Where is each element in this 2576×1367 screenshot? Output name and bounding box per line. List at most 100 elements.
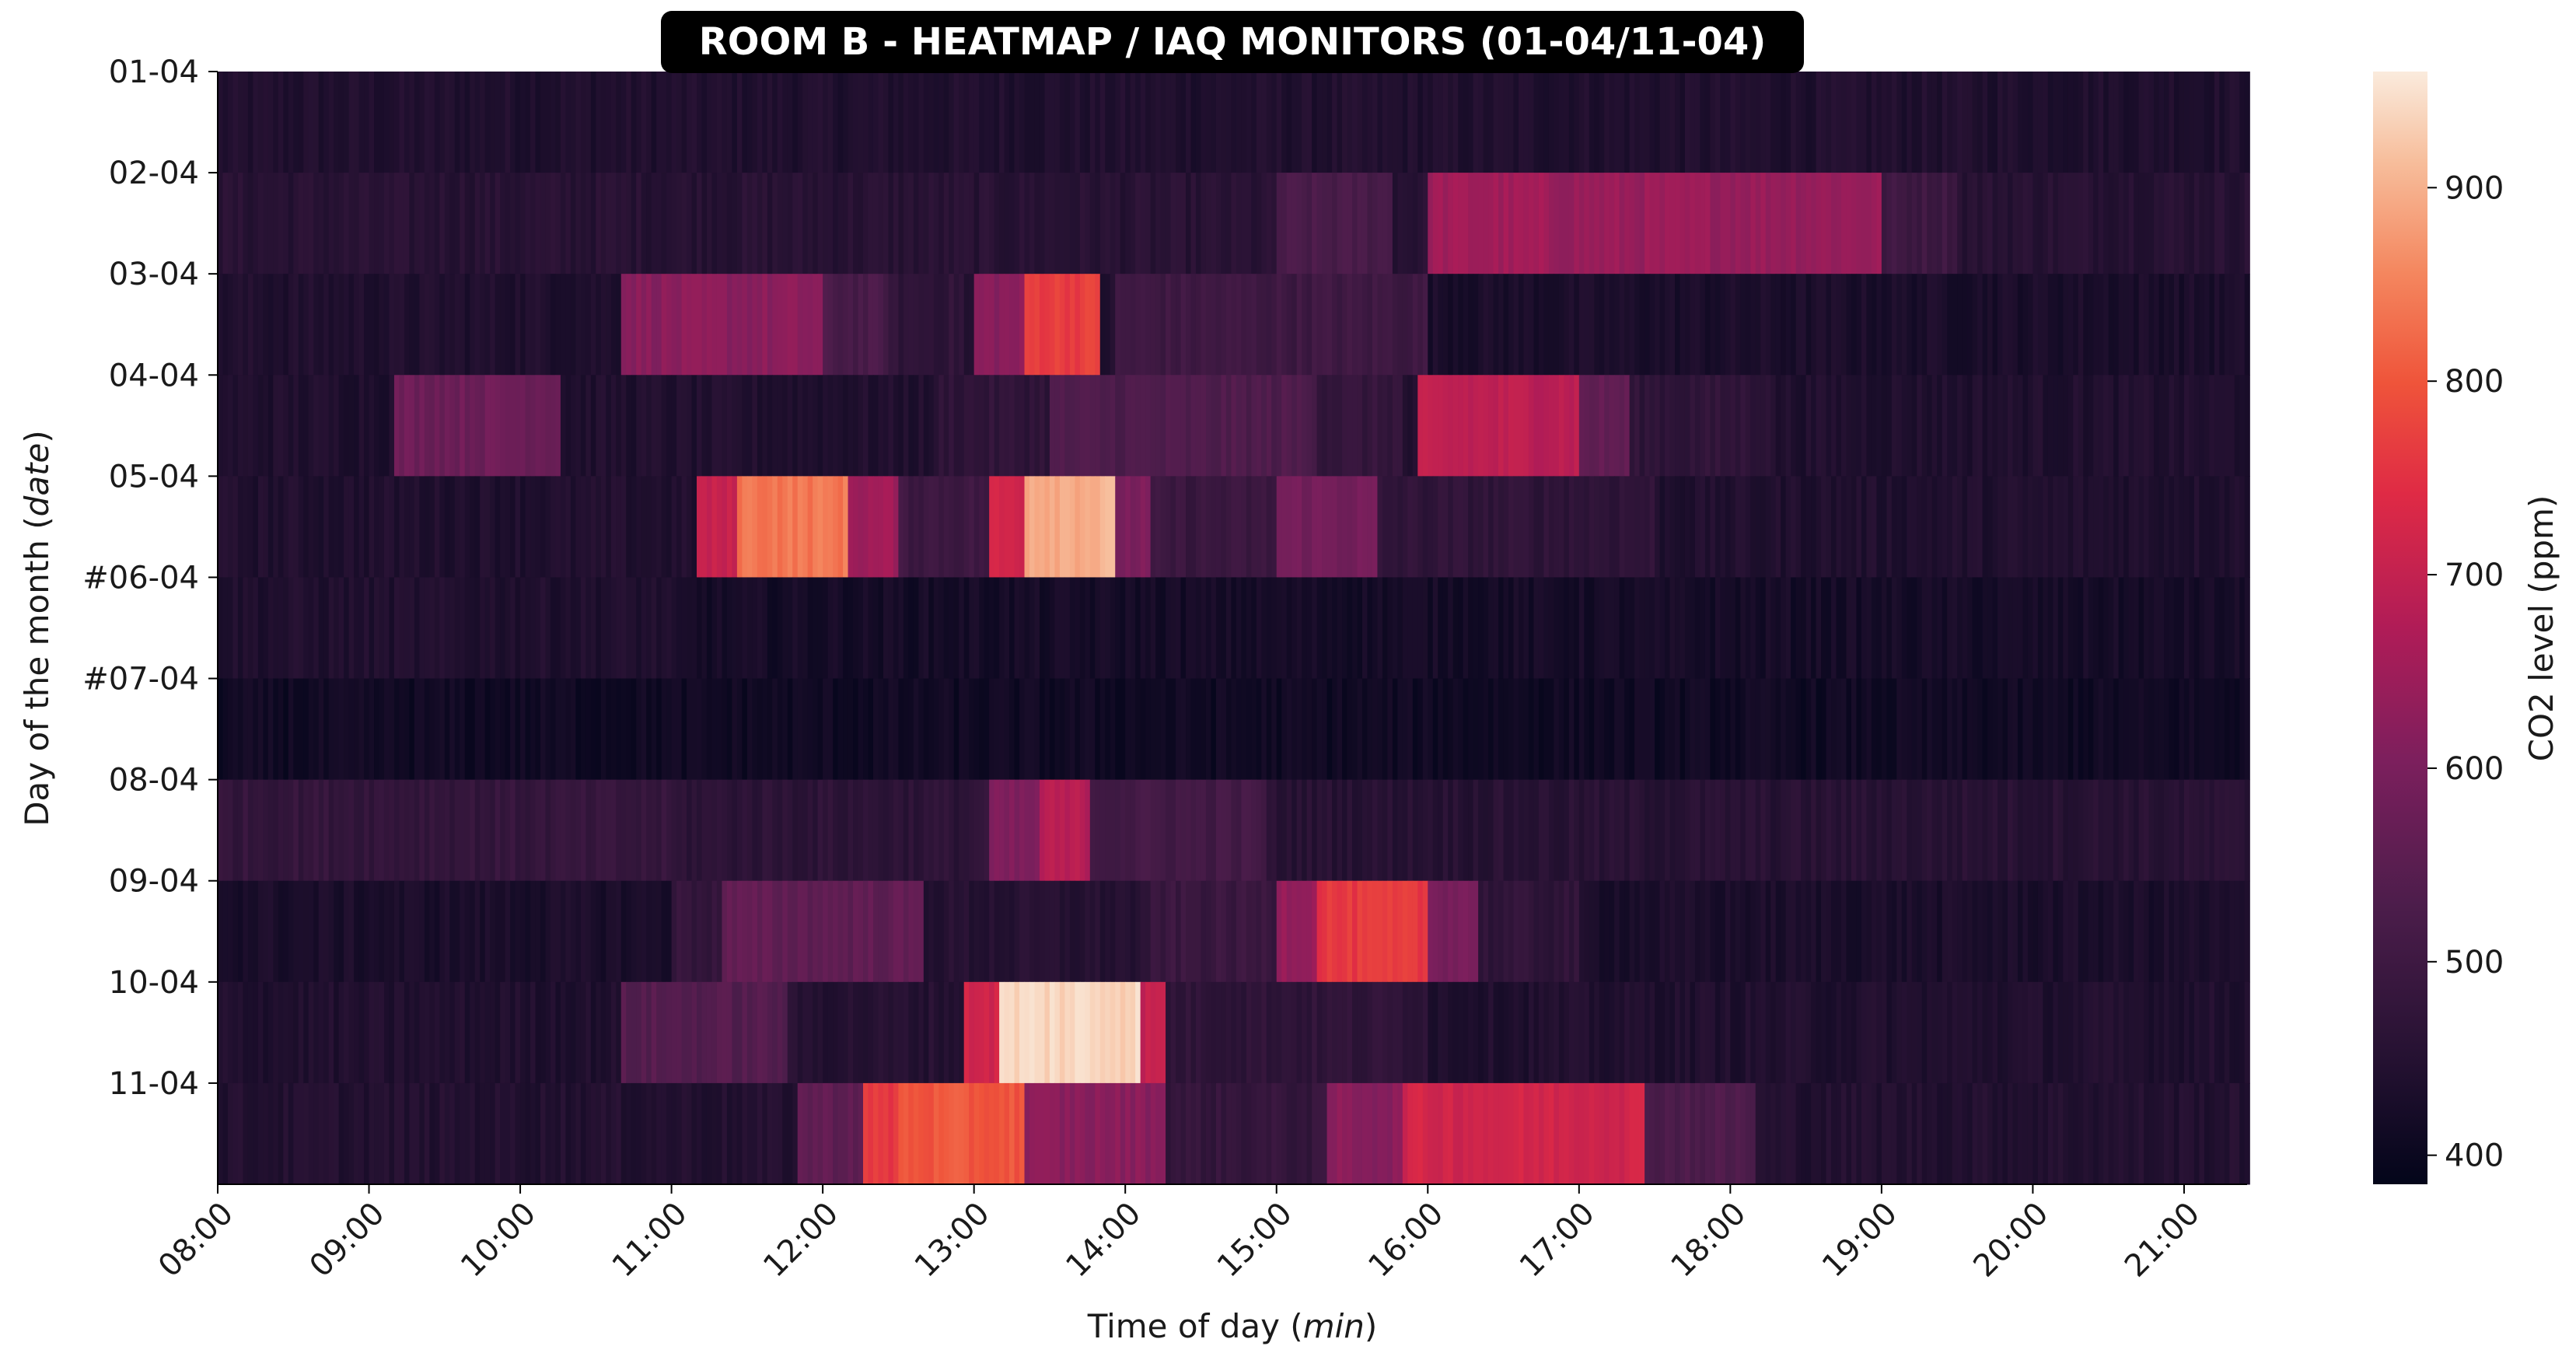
heatmap-cell	[908, 678, 914, 781]
heatmap-cell	[923, 981, 929, 1084]
heatmap-cell	[1130, 476, 1136, 578]
heatmap-cell	[903, 173, 909, 274]
heatmap-cell	[2148, 981, 2155, 1084]
heatmap-cell	[1977, 72, 1984, 173]
heatmap-cell	[1342, 72, 1348, 173]
heatmap-cell	[746, 173, 753, 274]
heatmap-cell	[1745, 779, 1751, 882]
heatmap-cell	[364, 779, 370, 882]
heatmap-cell	[2047, 173, 2053, 274]
heatmap-cell	[676, 981, 683, 1084]
heatmap-cell	[1397, 779, 1403, 882]
heatmap-cell	[661, 375, 667, 477]
heatmap-cell	[651, 375, 657, 477]
heatmap-cell	[1049, 678, 1056, 781]
heatmap-cell	[1846, 274, 1852, 376]
heatmap-cell	[1957, 678, 1963, 781]
heatmap-cell	[1967, 72, 1973, 173]
heatmap-cell	[1624, 375, 1631, 477]
heatmap-cell	[1397, 981, 1403, 1084]
heatmap-cell	[1402, 678, 1408, 781]
heatmap-cell	[379, 779, 385, 882]
heatmap-cell	[575, 678, 582, 781]
heatmap-cell	[1846, 1082, 1852, 1185]
heatmap-cell	[227, 577, 234, 680]
heatmap-cell	[742, 274, 748, 376]
heatmap-cell	[460, 375, 466, 477]
heatmap-cell	[1836, 173, 1842, 274]
heatmap-cell	[1957, 72, 1963, 173]
heatmap-cell	[1669, 577, 1676, 680]
heatmap-cell	[1322, 274, 1328, 376]
heatmap-cell	[600, 274, 606, 376]
heatmap-cell	[1392, 72, 1398, 173]
heatmap-cell	[661, 72, 667, 173]
heatmap-cell	[787, 476, 793, 578]
heatmap-cell	[706, 274, 713, 376]
heatmap-cell	[283, 476, 289, 578]
heatmap-cell	[313, 880, 320, 983]
heatmap-cell	[580, 375, 586, 477]
heatmap-cell	[1740, 678, 1746, 781]
heatmap-cell	[2244, 981, 2250, 1084]
heatmap-cell	[888, 1082, 894, 1185]
heatmap-cell	[641, 678, 647, 781]
heatmap-cell	[1760, 678, 1767, 781]
heatmap-cell	[1781, 880, 1787, 983]
heatmap-cell	[565, 981, 571, 1084]
heatmap-cell	[1402, 72, 1408, 173]
heatmap-cell	[1503, 678, 1509, 781]
heatmap-cell	[651, 779, 657, 882]
heatmap-cell	[222, 173, 229, 274]
heatmap-cell	[439, 72, 446, 173]
heatmap-cell	[1205, 577, 1212, 680]
heatmap-cell	[1428, 1082, 1434, 1185]
heatmap-cell	[328, 577, 334, 680]
heatmap-cell	[666, 779, 673, 882]
heatmap-cell	[348, 678, 355, 781]
heatmap-cell	[1599, 577, 1605, 680]
heatmap-cell	[1326, 981, 1333, 1084]
heatmap-cell	[973, 981, 980, 1084]
heatmap-cell	[2027, 375, 2034, 477]
heatmap-cell	[2123, 678, 2130, 781]
heatmap-cell	[379, 880, 385, 983]
heatmap-cell	[1493, 173, 1499, 274]
heatmap-cell	[1306, 678, 1312, 781]
heatmap-cell	[767, 678, 773, 781]
heatmap-cell	[1316, 779, 1323, 882]
heatmap-cell	[308, 779, 314, 882]
heatmap-cell	[1302, 375, 1308, 477]
heatmap-cell	[2158, 678, 2165, 781]
heatmap-cell	[273, 173, 279, 274]
heatmap-cell	[606, 678, 612, 781]
heatmap-cell	[817, 880, 823, 983]
heatmap-cell	[505, 779, 511, 882]
heatmap-cell	[510, 981, 516, 1084]
heatmap-cell	[646, 880, 652, 983]
heatmap-cell	[1241, 1082, 1247, 1185]
heatmap-cell	[358, 577, 365, 680]
heatmap-cell	[1377, 779, 1383, 882]
heatmap-cell	[681, 981, 687, 1084]
heatmap-cell	[2154, 678, 2160, 781]
heatmap-cell	[1261, 72, 1267, 173]
heatmap-cell	[278, 1082, 284, 1185]
heatmap-cell	[545, 981, 551, 1084]
heatmap-cell	[1962, 678, 1968, 781]
heatmap-cell	[1488, 577, 1494, 680]
heatmap-cell	[1765, 375, 1771, 477]
heatmap-cell	[1801, 981, 1807, 1084]
heatmap-cell	[1170, 72, 1176, 173]
heatmap-cell	[843, 981, 849, 1084]
heatmap-cell	[590, 375, 596, 477]
heatmap-cell	[2239, 779, 2246, 882]
heatmap-cell	[218, 274, 224, 376]
heatmap-cell	[1911, 880, 1917, 983]
heatmap-cell	[1704, 779, 1711, 882]
heatmap-cell	[943, 72, 949, 173]
heatmap-cell	[1019, 476, 1026, 578]
heatmap-cell	[303, 678, 309, 781]
heatmap-cell	[959, 678, 965, 781]
heatmap-cell	[1069, 375, 1075, 477]
